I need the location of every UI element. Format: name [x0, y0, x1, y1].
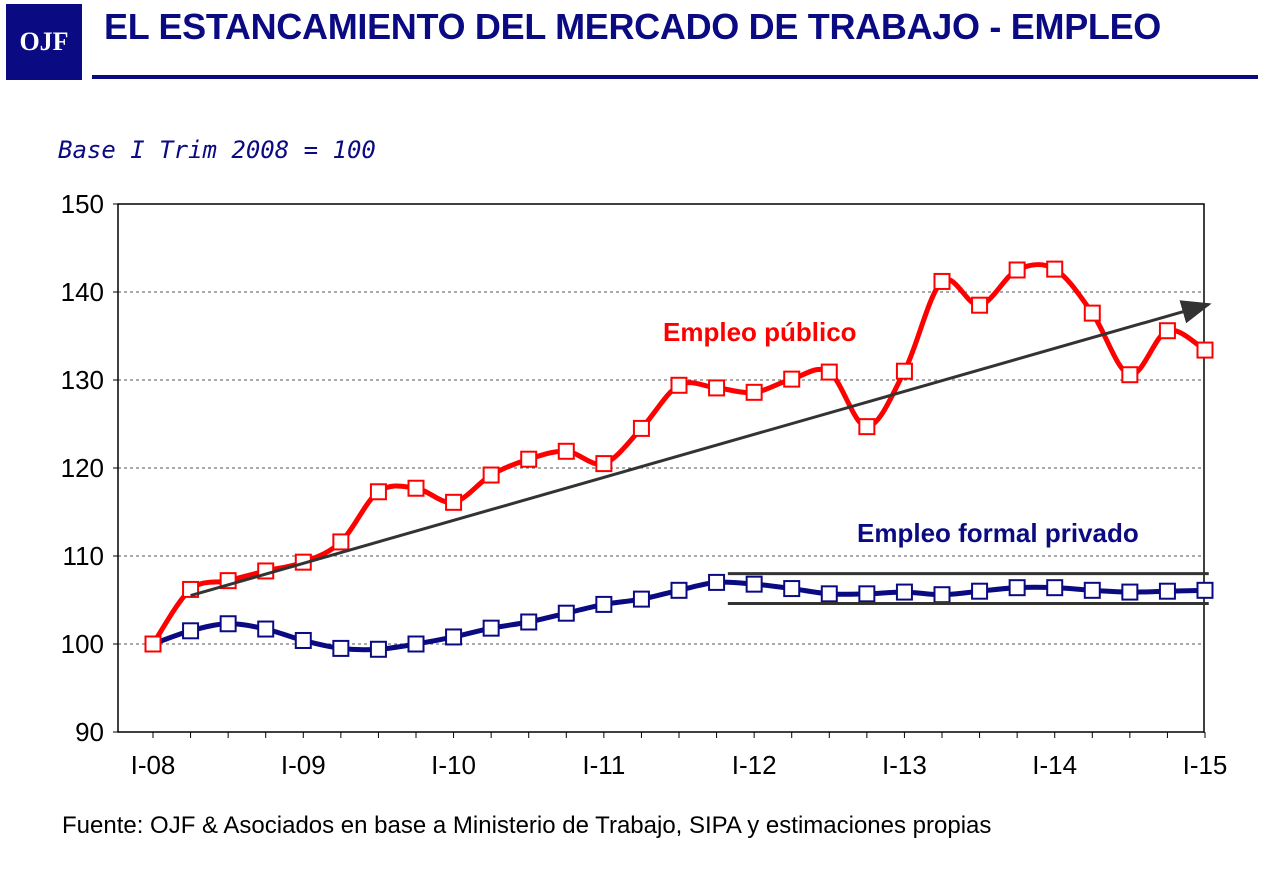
x-tick-label: I-08 [131, 750, 176, 780]
private-employment-point [971, 582, 989, 600]
y-tick-label: 140 [61, 277, 104, 307]
public-employment-point [708, 379, 726, 397]
private-employment-point [445, 628, 463, 646]
private-employment-point [1008, 579, 1026, 597]
private-employment-point [294, 631, 312, 649]
public-employment-point [632, 419, 650, 437]
x-tick-label: I-12 [732, 750, 777, 780]
public-employment-point [1008, 261, 1026, 279]
x-tick-label: I-09 [281, 750, 326, 780]
source-note: Fuente: OJF & Asociados en base a Minist… [62, 812, 992, 839]
private-employment-point [820, 585, 838, 603]
public-employment-point [520, 450, 538, 468]
private-employment-point [933, 586, 951, 604]
private-employment-point [670, 581, 688, 599]
x-tick-label: I-13 [882, 750, 927, 780]
public-employment-point [445, 493, 463, 511]
private-employment-point [595, 595, 613, 613]
private-employment-point [858, 585, 876, 603]
public-employment-point [595, 455, 613, 473]
private-employment-point [1083, 581, 1101, 599]
public-employment-point [745, 383, 763, 401]
public-employment-point [144, 635, 162, 653]
private-employment-point [895, 583, 913, 601]
public-employment-point [1121, 366, 1139, 384]
public-employment-point [332, 533, 350, 551]
public-employment-point [783, 370, 801, 388]
y-tick-label: 90 [75, 717, 104, 747]
public-employment-point [971, 296, 989, 314]
private-employment-point [783, 580, 801, 598]
public-employment-point [1158, 322, 1176, 340]
trend-arrow [190, 300, 1212, 598]
x-tick-label: I-14 [1032, 750, 1077, 780]
private-employment-label: Empleo formal privado [857, 518, 1139, 548]
public-employment-point [1196, 341, 1214, 359]
private-employment-point [1196, 581, 1214, 599]
private-employment-point [407, 635, 425, 653]
private-employment-point [632, 590, 650, 608]
public-employment-point [933, 272, 951, 290]
public-employment-point [895, 362, 913, 380]
private-employment-point [1158, 582, 1176, 600]
y-tick-label: 110 [63, 541, 104, 571]
x-tick-label: I-10 [431, 750, 476, 780]
public-employment-point [557, 442, 575, 460]
private-employment-point [369, 640, 387, 658]
public-employment-point [670, 376, 688, 394]
y-tick-label: 120 [61, 453, 104, 483]
y-tick-label: 150 [61, 189, 104, 219]
public-employment-point [369, 483, 387, 501]
page-title: EL ESTANCAMIENTO DEL MERCADO DE TRABAJO … [104, 6, 1162, 47]
private-employment-point [708, 573, 726, 591]
public-employment-point [1083, 304, 1101, 322]
x-tick-label: I-15 [1183, 750, 1228, 780]
private-employment-point [745, 575, 763, 593]
chart-subtitle: Base I Trim 2008 = 100 [58, 136, 376, 164]
y-tick-label: 100 [61, 629, 104, 659]
public-employment-point [1046, 260, 1064, 278]
public-employment-point [820, 363, 838, 381]
private-employment-point [557, 604, 575, 622]
private-employment-point [182, 622, 200, 640]
x-tick-label: I-11 [582, 750, 625, 780]
public-employment-point [858, 418, 876, 436]
private-employment-point [1121, 583, 1139, 601]
public-employment-label: Empleo público [663, 317, 857, 347]
private-employment-point [257, 620, 275, 638]
title-rule [92, 75, 1258, 79]
y-tick-label: 130 [61, 365, 104, 395]
private-employment-point [219, 615, 237, 633]
ojf-logo: OJF [6, 4, 82, 80]
private-employment-point [1046, 579, 1064, 597]
private-employment-point [482, 619, 500, 637]
private-employment-point [520, 613, 538, 631]
public-employment-point [407, 479, 425, 497]
private-employment-point [332, 639, 350, 657]
public-employment-point [482, 466, 500, 484]
